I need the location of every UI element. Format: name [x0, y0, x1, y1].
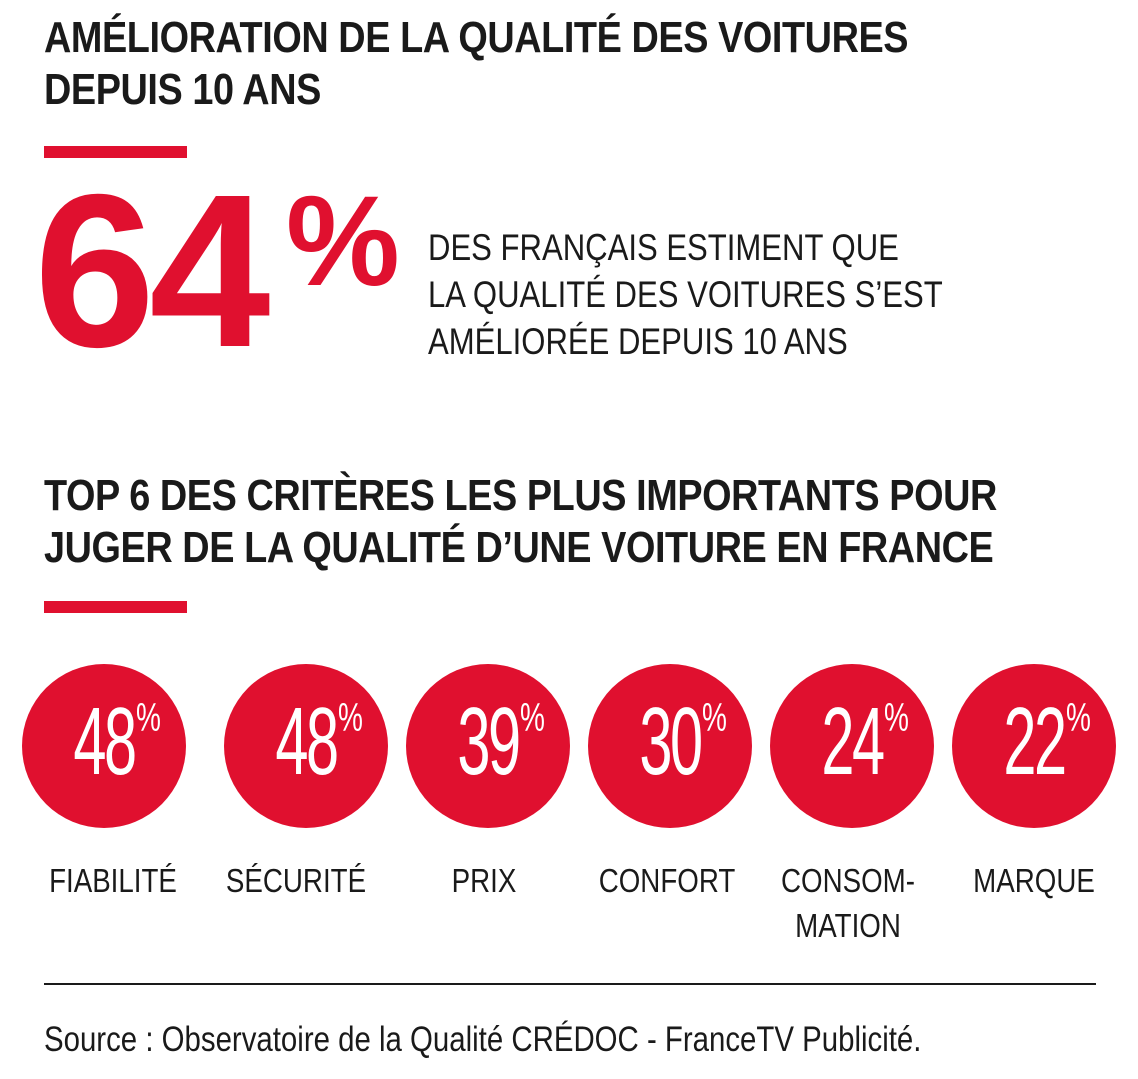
- criterion-percent-sign: %: [702, 696, 728, 740]
- criterion-circle: 48 %: [224, 664, 388, 828]
- criterion-value: 22: [1003, 688, 1067, 795]
- criterion-percent-sign: %: [1066, 696, 1092, 740]
- criterion-label: CONSOM- MATION: [781, 862, 915, 944]
- headline-percent-sign: %: [286, 170, 400, 313]
- accent-bar: [44, 146, 187, 158]
- criterion-value: 48: [73, 688, 137, 795]
- title-line: DEPUIS 10 ANS: [44, 65, 321, 114]
- criterion-label: FIABILITÉ: [49, 862, 177, 899]
- criterion-circle: 30 %: [588, 664, 752, 828]
- criterion-value: 24: [821, 688, 885, 795]
- criterion-label: PRIX: [451, 862, 517, 899]
- criterion-circle: 24 %: [770, 664, 934, 828]
- title-line: JUGER DE LA QUALITÉ D’UNE VOITURE EN FRA…: [44, 523, 994, 572]
- criterion-circle: 22 %: [952, 664, 1116, 828]
- accent-bar: [44, 601, 187, 613]
- criterion-circle: 48 %: [22, 664, 186, 828]
- statement-line: DES FRANÇAIS ESTIMENT QUE: [428, 227, 899, 268]
- source-note: Source : Observatoire de la Qualité CRÉD…: [44, 1020, 922, 1059]
- criterion-label: CONFORT: [598, 862, 736, 899]
- statement-line: AMÉLIORÉE DEPUIS 10 ANS: [428, 321, 848, 362]
- headline-number: 64: [34, 150, 270, 393]
- title-line: TOP 6 DES CRITÈRES LES PLUS IMPORTANTS P…: [44, 471, 997, 520]
- criterion-value: 48: [275, 688, 339, 795]
- criterion-value: 30: [639, 688, 703, 795]
- criterion-circle: 39 %: [406, 664, 570, 828]
- section-title-top6: TOP 6 DES CRITÈRES LES PLUS IMPORTANTS P…: [44, 470, 997, 574]
- section-title-improvement: AMÉLIORATION DE LA QUALITÉ DES VOITURES …: [44, 12, 909, 116]
- criterion-percent-sign: %: [884, 696, 910, 740]
- criterion-percent-sign: %: [136, 696, 162, 740]
- statement-line: LA QUALITÉ DES VOITURES S’EST: [428, 274, 943, 315]
- headline-statement: DES FRANÇAIS ESTIMENT QUE LA QUALITÉ DES…: [428, 224, 943, 365]
- criterion-value: 39: [457, 688, 521, 795]
- criterion-label: MARQUE: [973, 862, 1095, 899]
- title-line: AMÉLIORATION DE LA QUALITÉ DES VOITURES: [44, 13, 909, 62]
- criterion-percent-sign: %: [338, 696, 364, 740]
- divider: [44, 983, 1096, 985]
- criterion-percent-sign: %: [520, 696, 546, 740]
- criterion-label: SÉCURITÉ: [225, 862, 367, 899]
